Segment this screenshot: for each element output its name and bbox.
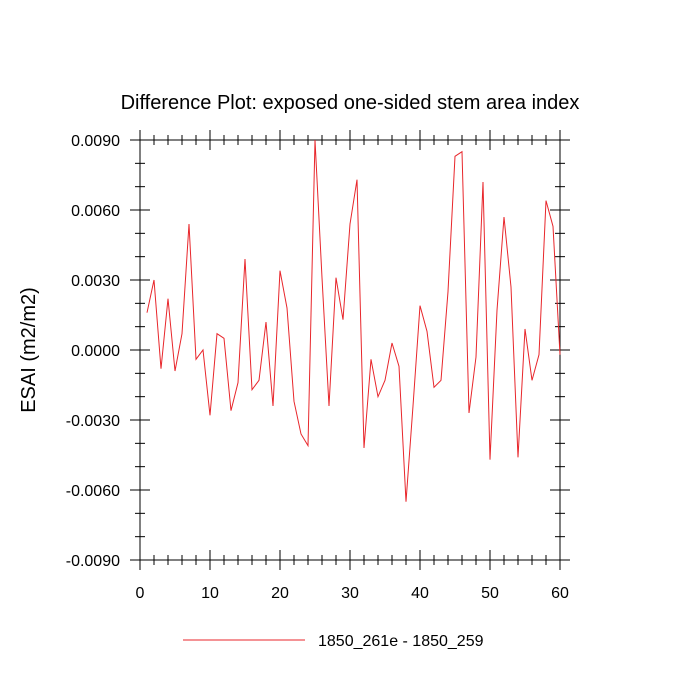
legend-label: 1850_261e - 1850_259 bbox=[318, 633, 484, 650]
x-tick-label: 20 bbox=[271, 585, 289, 602]
y-tick-label: 0.0060 bbox=[71, 203, 120, 220]
y-tick-label: -0.0090 bbox=[66, 553, 120, 570]
y-axis-tick-labels: -0.0090 -0.0060 -0.0030 0.0000 0.0030 0.0060 0… bbox=[66, 133, 120, 570]
x-tick-label: 40 bbox=[411, 585, 429, 602]
x-axis-tick-labels: 0 10 20 30 40 50 60 bbox=[136, 585, 569, 602]
y-tick-label: -0.0030 bbox=[66, 413, 120, 430]
x-tick-label: 60 bbox=[551, 585, 569, 602]
y-tick-label: -0.0060 bbox=[66, 483, 120, 500]
y-tick-label: 0.0000 bbox=[71, 343, 120, 360]
x-tick-label: 50 bbox=[481, 585, 499, 602]
x-tick-label: 0 bbox=[136, 585, 145, 602]
x-tick-label: 30 bbox=[341, 585, 359, 602]
y-tick-label: 0.0090 bbox=[71, 133, 120, 150]
legend: 1850_261e - 1850_259 bbox=[183, 633, 484, 650]
y-tick-label: 0.0030 bbox=[71, 273, 120, 290]
x-tick-label: 10 bbox=[201, 585, 219, 602]
axis-ticks bbox=[130, 130, 570, 570]
y-axis-label: ESAI (m2/m2) bbox=[18, 287, 40, 413]
series-lines bbox=[146, 139, 561, 502]
chart-title: Difference Plot: exposed one-sided stem … bbox=[121, 92, 580, 114]
series-line-0 bbox=[146, 139, 561, 502]
